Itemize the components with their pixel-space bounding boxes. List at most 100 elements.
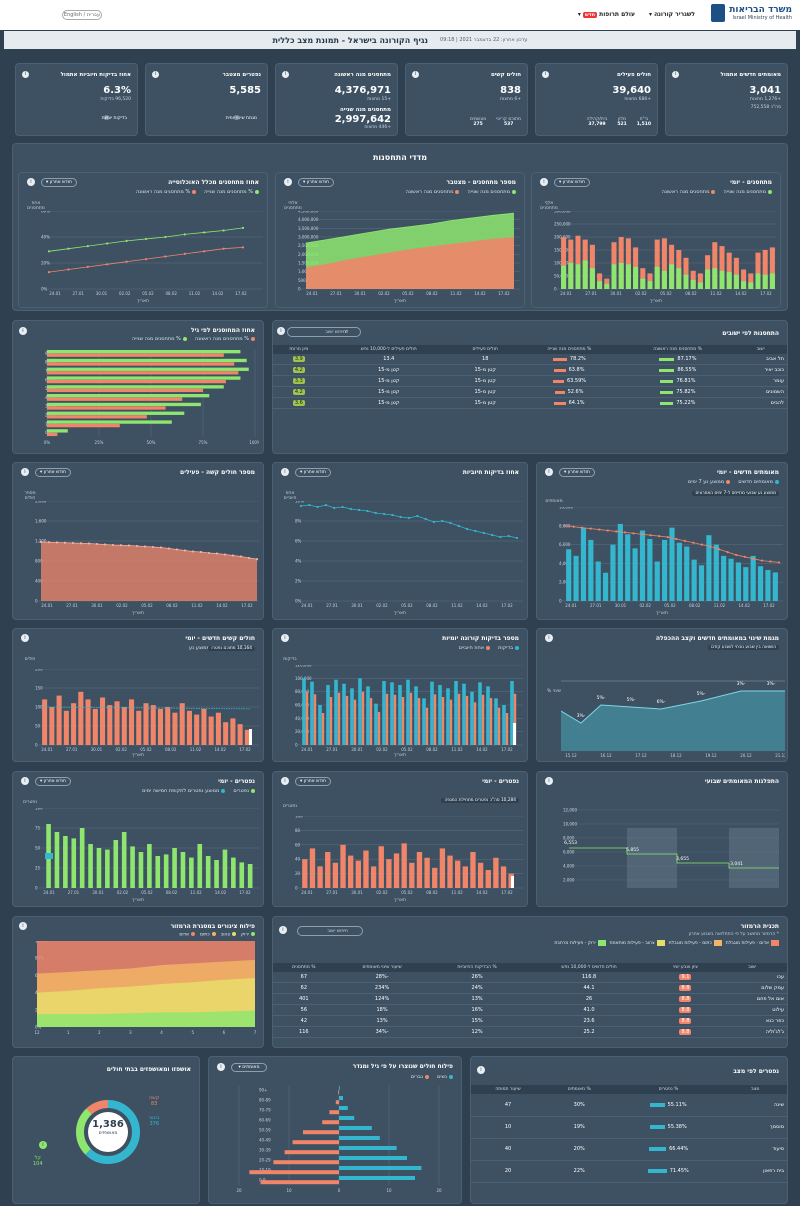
info-icon[interactable]: i	[281, 777, 289, 785]
kpi-link[interactable]: מגמת שינוי יומית	[225, 116, 257, 121]
table-cell: 22%	[545, 1160, 614, 1183]
column-header[interactable]: חולים פעילים ל-10,000 נפש	[324, 345, 453, 354]
column-header[interactable]: % מתחסנים מנה שנייה	[517, 345, 621, 354]
y-tick: 2,000	[559, 580, 571, 585]
chart-title: אחוז בדיקות חיוביות	[462, 469, 519, 476]
info-icon[interactable]: i	[477, 1066, 485, 1074]
x-tick: 05.02	[142, 291, 154, 296]
brand[interactable]: משרד הבריאות Israel Ministry of Health	[711, 4, 792, 22]
range-dropdown[interactable]: חודש אחרון ▾	[295, 777, 331, 786]
info-icon[interactable]: i	[279, 926, 287, 934]
range-dropdown[interactable]: חודש אחרון ▾	[41, 178, 77, 187]
legend-item: כתום	[200, 932, 216, 938]
column-header[interactable]: % מתחסנים	[273, 963, 335, 972]
point	[199, 550, 203, 554]
table-row[interactable]: עמק שלום 8.8 44.1 24% 234% 62	[273, 982, 787, 994]
brand-subname: Israel Ministry of Health	[732, 15, 792, 21]
bar	[47, 406, 166, 410]
info-icon[interactable]: i	[412, 71, 419, 78]
point	[424, 517, 427, 521]
info-icon[interactable]: i	[284, 178, 292, 186]
info-icon[interactable]: i	[19, 922, 27, 930]
table-row[interactable]: בית רפאון 71.45% 22% 20	[471, 1160, 787, 1183]
table-row[interactable]: השמונים 75.82% 52.6% קטן מ-15 קטן מ-15 4.2	[273, 386, 787, 398]
info-icon[interactable]: i	[22, 71, 29, 78]
column-header[interactable]: שיעור תמותה	[471, 1085, 546, 1094]
info-icon[interactable]: i	[27, 178, 35, 186]
table-row[interactable]: עילוט 8.8 41.0 16% 18% 56	[273, 1004, 787, 1016]
traffic-search-input[interactable]: חיפוש ישוב	[297, 926, 363, 936]
bar	[676, 542, 682, 601]
info-icon[interactable]: i	[542, 71, 549, 78]
column-header[interactable]: חולים פעילים	[452, 345, 518, 354]
info-icon[interactable]: i	[281, 468, 289, 476]
column-header[interactable]: ציון וצבע יומי	[653, 963, 718, 972]
column-header[interactable]: % הבדיקות החיוביות	[429, 963, 525, 972]
info-icon[interactable]: i	[281, 634, 289, 642]
x-tick: 14.02	[215, 890, 227, 895]
range-dropdown[interactable]: חודש אחרון ▾	[559, 468, 595, 477]
point	[507, 534, 510, 538]
language-toggle[interactable]: English / עברית	[62, 10, 102, 20]
range-dropdown[interactable]: חודש אחרון ▾	[35, 777, 71, 786]
column-header[interactable]: ישוב	[734, 345, 787, 354]
range-dropdown[interactable]: חודש אחרון ▾	[35, 468, 71, 477]
table-row[interactable]: אום אל פחם 8.8 26 13% 124% 401	[273, 993, 787, 1005]
point	[632, 532, 635, 535]
table-row[interactable]: תל אביב 87.17% 78.2% 18 13.4 3.9	[273, 354, 787, 365]
table-row[interactable]: עכו 9.1 116.8 26% -28% 67	[273, 972, 787, 983]
info-icon[interactable]: i	[152, 71, 159, 78]
bar	[47, 429, 68, 433]
town-search-input[interactable]: חיפוש ישוב	[287, 327, 361, 337]
table-cell: 87.17%	[620, 354, 735, 365]
info-icon[interactable]: i	[672, 71, 679, 78]
nav-corona-envoy[interactable]: לשגריר קורונה ▾	[648, 11, 695, 18]
column-header[interactable]: שיעור שינוי מאומתים	[334, 963, 430, 972]
table-cell: 401	[273, 993, 335, 1005]
info-icon[interactable]: i	[277, 327, 285, 335]
table-row[interactable]: מוסמך 55.38% 19% 10	[471, 1116, 787, 1139]
severe-daily-chart-svg: 0 50 100 150 200 24.01 27.01 30.01 02.02 05.02 08.…	[35, 669, 259, 752]
bar	[625, 264, 631, 289]
info-icon[interactable]: i	[545, 468, 553, 476]
table-row[interactable]: סיעוד 66.44% 20% 40	[471, 1138, 787, 1161]
column-header[interactable]: חולים חדשים ל-10,000 נפש	[524, 963, 654, 972]
bar	[147, 844, 152, 888]
range-dropdown[interactable]: חודש אחרון ▾	[554, 178, 590, 187]
column-header[interactable]: % נפטרים	[613, 1085, 724, 1094]
x-tick: 11.02	[190, 747, 202, 752]
table-row[interactable]: ג'לג'וליה 8.8 25.2 12% -34% 116	[273, 1026, 787, 1038]
column-header[interactable]: % מתחסנים מנה ראשונה	[620, 345, 735, 354]
table-row[interactable]: שינה 55.11% 30% 47	[471, 1094, 787, 1117]
info-icon[interactable]: i	[39, 1141, 47, 1149]
table-row[interactable]: כפר כנא 8.8 23.6 15% 13% 42	[273, 1015, 787, 1027]
kpi-link[interactable]: בדיקות יומיות	[101, 116, 127, 121]
column-header[interactable]: ציון מרומז	[273, 345, 325, 354]
info-icon[interactable]: i	[282, 71, 289, 78]
info-icon[interactable]: i	[540, 178, 548, 186]
column-header[interactable]: מצב	[723, 1085, 787, 1094]
range-dropdown[interactable]: חודש אחרון ▾	[298, 178, 334, 187]
column-header[interactable]: % מאומתים	[545, 1085, 614, 1094]
pyramid-range-dropdown[interactable]: מאומתים ▾	[231, 1063, 267, 1072]
column-header[interactable]: ישוב	[717, 963, 787, 972]
info-icon[interactable]: i	[21, 777, 29, 785]
table-cell: 52.6%	[517, 386, 621, 398]
info-icon[interactable]: i	[545, 634, 553, 642]
info-icon[interactable]: i	[217, 1063, 225, 1071]
point	[67, 247, 70, 250]
info-icon[interactable]: i	[19, 327, 27, 335]
bar	[422, 698, 426, 745]
info-icon[interactable]: i	[545, 777, 553, 785]
bar	[339, 1146, 397, 1150]
range-dropdown[interactable]: חודש אחרון ▾	[295, 468, 331, 477]
info-icon[interactable]: i	[21, 634, 29, 642]
bar	[340, 844, 346, 888]
table-row[interactable]: כוכב יאיר 86.55% 63.8% קטן מ-15 קטן מ-15 4.2	[273, 364, 787, 376]
bar	[205, 856, 211, 888]
y-tick: +90	[45, 351, 53, 356]
table-row[interactable]: להבים 75.22% 64.1% קטן מ-15 קטן מ-15 3.6	[273, 397, 787, 409]
info-icon[interactable]: i	[21, 468, 29, 476]
table-row[interactable]: עומר 76.81% 63.59% קטן מ-15 קטן מ-15 3.3	[273, 375, 787, 387]
nav-drugs[interactable]: עולם תרופותחדש ▾	[577, 11, 635, 18]
